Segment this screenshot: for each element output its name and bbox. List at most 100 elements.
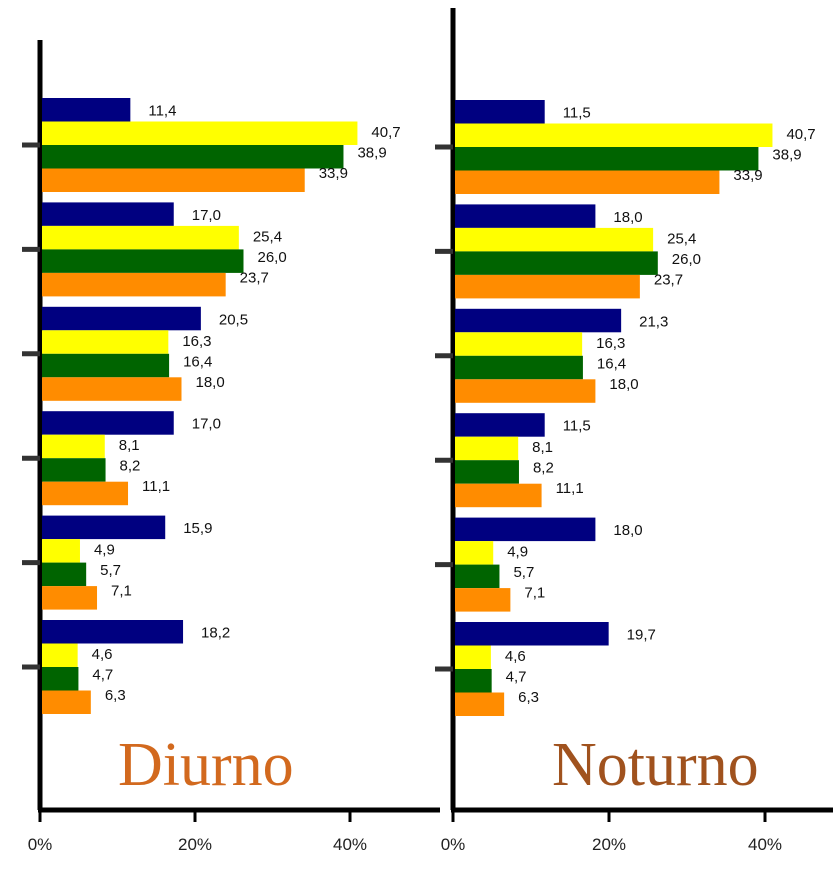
bar: [42, 690, 91, 714]
bar: [455, 622, 609, 646]
bar-value-label: 4,7: [92, 667, 113, 684]
bar: [455, 645, 491, 669]
bar: [42, 306, 201, 331]
bar: [455, 204, 596, 228]
chart-panel-diurno: Diurno 0% 20% 40% 11,4 40,7 38,9 33,9 17,0 25,4 2…: [22, 40, 440, 854]
bar: [42, 411, 174, 435]
x-tick-label: 0%: [441, 835, 466, 854]
x-tick-label: 20%: [592, 835, 626, 854]
bar-value-label: 11,5: [563, 418, 591, 435]
bar: [42, 643, 78, 667]
bar-value-label: 8,1: [532, 439, 553, 456]
bar-value-label: 26,0: [672, 251, 701, 268]
bar: [42, 377, 182, 401]
x-tick-label: 0%: [28, 835, 53, 854]
bar-value-label: 11,1: [142, 478, 170, 495]
bar-value-label: 18,2: [201, 625, 230, 642]
bar: [42, 249, 244, 273]
bar: [455, 692, 505, 716]
bar: [455, 564, 500, 589]
bar-value-label: 17,0: [192, 416, 221, 433]
bar-value-label: 17,0: [192, 207, 221, 224]
bar-value-label: 4,9: [507, 544, 528, 561]
bar: [42, 145, 344, 169]
bar-value-label: 7,1: [524, 585, 545, 602]
bar-value-label: 16,4: [183, 353, 212, 370]
bar-value-label: 18,0: [613, 522, 642, 539]
bar-value-label: 33,9: [733, 167, 762, 184]
panel-title: Noturno: [552, 731, 759, 799]
bar: [42, 168, 305, 192]
bar-value-label: 18,0: [609, 376, 638, 393]
bar-value-label: 16,4: [597, 355, 626, 372]
bar-value-label: 11,1: [556, 480, 584, 497]
bar-value-label: 11,5: [563, 105, 591, 122]
bar-value-label: 4,6: [505, 648, 526, 665]
bar-value-label: 5,7: [100, 562, 121, 579]
bar: [455, 413, 545, 437]
bar-value-label: 6,3: [105, 687, 126, 704]
bar-value-label: 4,9: [94, 542, 115, 559]
bar: [42, 562, 87, 587]
bar: [455, 483, 542, 508]
bar: [455, 170, 720, 194]
bar: [42, 98, 131, 122]
x-tick-label: 20%: [178, 835, 212, 854]
bar: [455, 460, 519, 484]
bar-value-label: 33,9: [319, 165, 348, 182]
bar-value-label: 4,7: [506, 669, 527, 686]
bar-value-label: 19,7: [627, 627, 656, 644]
bar-value-label: 38,9: [772, 147, 801, 164]
bar: [42, 272, 226, 297]
bar: [455, 251, 658, 275]
bar-value-label: 4,6: [92, 646, 113, 663]
bar-value-label: 23,7: [654, 271, 683, 288]
bar-value-label: 25,4: [253, 228, 282, 245]
bar: [42, 434, 105, 459]
bar: [42, 330, 169, 354]
bar: [42, 202, 174, 226]
bar: [455, 436, 519, 461]
bar: [455, 669, 492, 693]
bar-value-label: 26,0: [258, 249, 287, 266]
bar: [455, 100, 545, 124]
bar-value-label: 8,2: [533, 460, 554, 477]
bar-value-label: 21,3: [639, 313, 668, 330]
chart-panel-noturno: Noturno 0% 20% 40% 11,5 40,7 38,9 33,9 18,0 25,4…: [435, 8, 833, 854]
bar: [455, 308, 622, 333]
bar-value-label: 16,3: [182, 333, 211, 350]
bar-value-label: 40,7: [786, 126, 815, 143]
bar-value-label: 18,0: [196, 374, 225, 391]
bar: [42, 620, 184, 644]
bar: [42, 515, 166, 540]
bar-value-label: 20,5: [219, 311, 248, 328]
bar: [42, 586, 98, 610]
bar: [42, 481, 129, 506]
bar-value-label: 16,3: [596, 335, 625, 352]
bar-value-label: 5,7: [513, 564, 534, 581]
bar-value-label: 11,4: [148, 103, 176, 120]
bar: [455, 274, 640, 299]
bar-value-label: 23,7: [240, 269, 269, 286]
bar: [455, 147, 759, 171]
bar: [455, 332, 583, 356]
bar: [455, 517, 596, 542]
bar: [455, 227, 654, 252]
bar-value-label: 18,0: [613, 209, 642, 226]
bar: [455, 123, 773, 147]
panel-title: Diurno: [118, 731, 294, 799]
bar-value-label: 7,1: [111, 583, 132, 600]
bar: [455, 355, 583, 380]
bar: [42, 458, 106, 482]
bar: [42, 667, 79, 691]
x-tick-label: 40%: [748, 835, 782, 854]
bar-value-label: 8,2: [120, 458, 141, 475]
bar: [42, 353, 170, 378]
bar-value-label: 38,9: [357, 145, 386, 162]
bar: [42, 225, 239, 250]
bar-value-label: 15,9: [183, 520, 212, 537]
bar-value-label: 40,7: [371, 124, 400, 141]
bar-value-label: 8,1: [119, 437, 140, 454]
bar-value-label: 25,4: [667, 230, 696, 247]
